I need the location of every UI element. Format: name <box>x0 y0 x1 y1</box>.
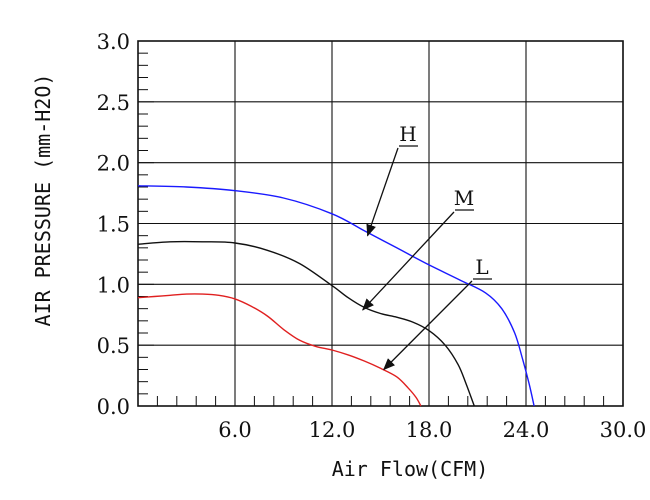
x-tick-label: 24.0 <box>503 418 550 442</box>
y-tick-label: 1.5 <box>97 213 130 237</box>
y-tick-labels: 0.0 0.5 1.0 1.5 2.0 2.5 3.0 <box>97 30 130 419</box>
y-tick-label: 2.0 <box>97 152 130 176</box>
series-line-l <box>137 293 422 407</box>
y-axis-title: AIR PRESSURE (mm-H2O) <box>31 74 55 327</box>
annotation-arrow <box>366 147 399 237</box>
y-tick-label: 0.0 <box>97 395 130 419</box>
curve-label-m: M <box>454 186 474 210</box>
series-line-m <box>137 240 475 407</box>
grid-lines <box>138 40 624 407</box>
curve-annotations: H M L <box>362 122 492 371</box>
annotation-arrow <box>362 211 455 311</box>
plot-frame <box>137 40 624 407</box>
x-tick-label: 12.0 <box>309 418 356 442</box>
x-tick-label: 30.0 <box>600 418 647 442</box>
curve-label-h: H <box>399 122 416 146</box>
curve-label-l: L <box>475 255 488 279</box>
annotation-arrow <box>383 280 473 371</box>
series-line-h <box>137 185 535 407</box>
y-tick-label: 3.0 <box>97 30 130 54</box>
x-axis-title: Air Flow(CFM) <box>332 457 489 481</box>
series-lines <box>137 185 535 407</box>
y-tick-label: 1.0 <box>97 273 130 297</box>
x-tick-label: 18.0 <box>406 418 453 442</box>
x-tick-labels: 6.0 12.0 18.0 24.0 30.0 <box>218 418 646 442</box>
y-tick-label: 0.5 <box>97 334 130 358</box>
y-tick-label: 2.5 <box>97 91 130 115</box>
x-tick-label: 6.0 <box>218 418 251 442</box>
